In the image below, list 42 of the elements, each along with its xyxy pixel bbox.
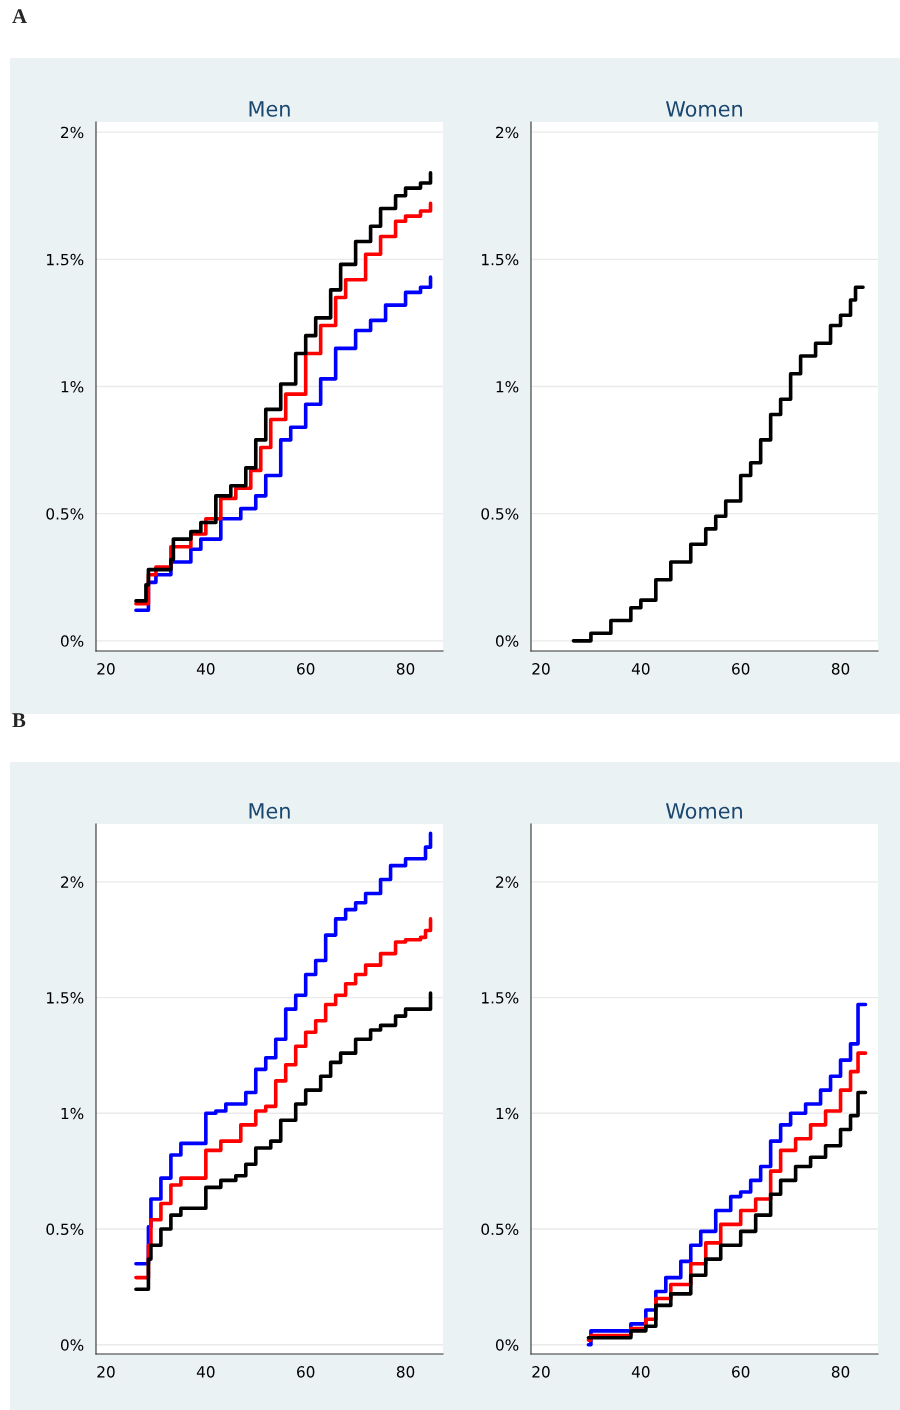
x-tick-label: 80 (396, 663, 415, 675)
x-tick-label: 40 (631, 663, 650, 675)
text: A (12, 9, 27, 24)
y-tick-label: 0% (495, 635, 519, 647)
y-tick-label: 0.5% (481, 1223, 519, 1236)
y-tick-label: 2% (496, 126, 519, 139)
x-tick-label: 40 (196, 1366, 215, 1378)
y-tick-label: 2% (61, 126, 84, 139)
y-tick-label: 0% (60, 635, 84, 647)
y-tick-label: 0% (60, 1339, 84, 1351)
chart-title: Women (665, 803, 742, 819)
x-tick-label: 20 (532, 1366, 550, 1378)
y-tick-label: 2% (496, 876, 519, 888)
x-tick-label: 60 (297, 663, 315, 675)
y-tick-label: 1.5% (47, 253, 84, 266)
y-tick-label: 1.5% (482, 992, 519, 1004)
x-tick-label: 60 (297, 1366, 315, 1378)
x-tick-label: 40 (196, 663, 215, 675)
x-tick-label: 20 (97, 1366, 115, 1378)
y-tick-label: 0.5% (46, 508, 84, 520)
x-tick-label: 80 (831, 663, 850, 675)
y-tick-label: 1% (61, 380, 84, 393)
y-tick-label: 0% (495, 1339, 519, 1351)
y-tick-label: 0.5% (46, 1223, 84, 1236)
chart-title: Women (665, 101, 742, 117)
y-tick-label: 2% (61, 876, 84, 888)
text: B (12, 713, 26, 728)
x-tick-label: 20 (532, 663, 550, 675)
x-tick-label: 80 (396, 1366, 415, 1378)
x-tick-label: 20 (97, 663, 115, 675)
y-tick-label: 1% (496, 1107, 519, 1120)
y-tick-label: 1% (496, 380, 519, 393)
x-tick-label: 80 (831, 1366, 850, 1378)
x-tick-label: 60 (732, 663, 750, 675)
y-tick-label: 1.5% (47, 992, 84, 1004)
y-tick-label: 0.5% (481, 508, 519, 520)
y-tick-label: 1% (61, 1107, 84, 1120)
x-tick-label: 60 (732, 1366, 750, 1378)
y-tick-label: 1.5% (482, 253, 519, 266)
x-tick-label: 40 (631, 1366, 650, 1378)
chart-title: Men (249, 101, 290, 117)
chart-title: Men (249, 803, 290, 819)
